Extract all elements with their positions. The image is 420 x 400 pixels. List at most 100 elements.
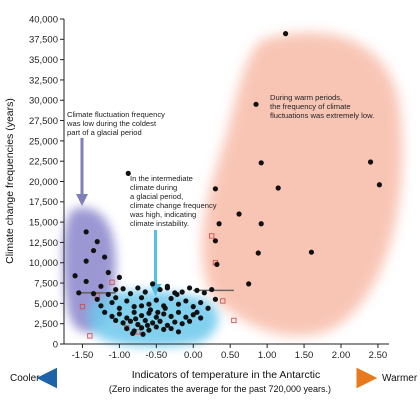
x-tick-label: 1.50 — [295, 350, 314, 361]
data-point — [98, 283, 104, 289]
data-point — [205, 305, 211, 311]
data-point — [146, 327, 152, 333]
data-point — [125, 170, 131, 176]
data-point — [116, 274, 122, 280]
shaded-regions — [63, 32, 403, 347]
data-point — [150, 320, 156, 326]
data-point — [253, 101, 259, 107]
data-point — [212, 238, 219, 244]
y-tick-label: 10,000 — [29, 258, 58, 269]
data-point — [168, 325, 174, 332]
data-point — [183, 314, 189, 320]
data-point — [130, 330, 136, 337]
data-point — [83, 229, 89, 235]
data-point — [138, 325, 145, 331]
annotation-intermediate-line-3: a glacial period, — [130, 192, 183, 201]
data-point — [198, 315, 204, 321]
data-point — [116, 305, 122, 311]
y-tick-label: 20,000 — [29, 177, 58, 188]
x-axis-ticks: -1.50 -1.00 -0.50 0.00 0.50 1.00 1.50 2.00 2.50 — [72, 344, 388, 361]
data-point — [150, 281, 156, 287]
data-point — [190, 312, 196, 318]
annotation-intermediate-line-6: climate instability. — [130, 219, 189, 228]
data-point — [147, 307, 154, 313]
x-tick-label: -1.00 — [109, 350, 131, 361]
data-point — [201, 290, 207, 296]
warmer-label: Warmer — [382, 373, 418, 384]
data-point — [83, 258, 89, 264]
data-point — [113, 286, 119, 293]
x-tick-label: -0.50 — [146, 350, 168, 361]
data-point — [116, 311, 122, 317]
data-point — [190, 304, 196, 310]
data-point — [105, 291, 111, 298]
annotation-intermediate-line-5: was high, indicating — [129, 210, 196, 219]
axes: 0 2,500 5,000 7,500 10,000 12,500 15,000 17,500… — [29, 14, 389, 361]
annotation-intermediate: In the intermediate climate during a gla… — [129, 174, 217, 228]
annotation-intermediate-line-4: climate change frequency — [130, 201, 217, 210]
open-square-point — [79, 303, 86, 310]
data-point — [124, 325, 130, 332]
data-point — [275, 185, 281, 191]
data-point — [258, 160, 264, 166]
y-tick-label: 5,000 — [34, 299, 58, 310]
data-point — [131, 304, 137, 310]
x-axis-title: Indicators of temperature in the Antarct… — [132, 369, 321, 381]
open-square-point — [209, 233, 215, 239]
y-tick-label: 32,500 — [29, 75, 58, 86]
data-point — [282, 31, 289, 37]
data-point — [212, 296, 219, 302]
data-point — [179, 289, 185, 295]
data-point — [153, 324, 159, 330]
open-square-point — [87, 333, 93, 339]
y-axis-title: Climate change frequencies (years) — [4, 98, 16, 264]
y-tick-label: 7,500 — [34, 278, 58, 289]
data-point — [127, 318, 134, 324]
data-point — [94, 239, 100, 245]
intermediate-arrow-shaft — [154, 230, 157, 286]
data-point — [179, 321, 185, 327]
data-point — [153, 314, 159, 320]
data-point — [209, 286, 215, 293]
data-point — [142, 317, 148, 324]
intermediate-arrow-head — [149, 284, 162, 296]
data-point — [109, 299, 115, 306]
data-point — [76, 290, 82, 296]
data-point — [109, 313, 115, 319]
y-tick-label: 22,500 — [29, 157, 58, 168]
x-tick-label: 2.00 — [332, 350, 351, 361]
data-point — [174, 291, 180, 298]
y-tick-label: 25,000 — [29, 136, 58, 147]
data-point — [135, 285, 141, 291]
data-point — [138, 303, 145, 309]
annotation-cold-line-2: was low during the coldest — [66, 119, 157, 128]
data-point — [124, 315, 130, 321]
data-point — [124, 298, 130, 304]
data-point — [98, 303, 104, 309]
annotation-warm-line-1: During warm periods, — [270, 93, 342, 102]
data-point — [308, 249, 315, 255]
y-axis-ticks: 0 2,500 5,000 7,500 10,000 12,500 15,000 17,500… — [29, 14, 64, 350]
x-tick-label: 2.50 — [369, 350, 388, 361]
annotation-warm-line-3: fluctuations was extremely low. — [270, 111, 374, 120]
data-point — [161, 311, 167, 317]
open-square-point — [220, 298, 226, 304]
open-square-point — [109, 279, 115, 285]
data-point — [146, 301, 152, 307]
data-point — [113, 295, 119, 301]
y-tick-label: 40,000 — [29, 14, 58, 25]
data-point — [367, 159, 374, 165]
intermediate-period-region — [88, 290, 219, 347]
data-point — [172, 319, 178, 325]
data-point — [102, 309, 108, 315]
cold-arrow-shaft — [80, 138, 84, 196]
y-tick-label: 35,000 — [29, 55, 58, 66]
data-point — [83, 278, 89, 285]
cooler-label: Cooler — [10, 373, 40, 384]
data-point — [175, 309, 182, 315]
data-point — [162, 305, 168, 311]
data-point — [153, 297, 159, 303]
axis-note: (Zero indicates the average for the past… — [109, 384, 331, 394]
data-point — [133, 316, 139, 322]
data-point — [186, 285, 193, 291]
